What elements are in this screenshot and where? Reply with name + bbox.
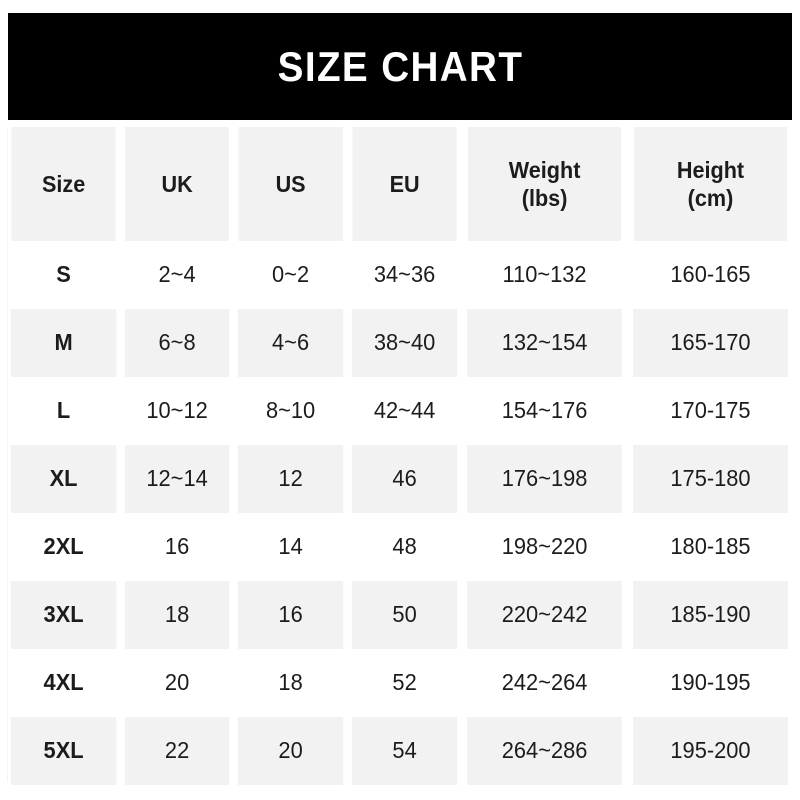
cell-height: 175-180 [633, 445, 788, 513]
cell-us: 16 [237, 581, 347, 649]
table-row: 2XL 16 14 48 198~220 180-185 [8, 513, 792, 581]
header-row: Size UK US EU Weight (lbs) [8, 127, 792, 241]
cell-us: 20 [237, 717, 347, 785]
cell-size: 4XL [10, 649, 120, 717]
cell-height: 190-195 [633, 649, 788, 717]
header-label-line-1: EU [389, 170, 420, 197]
cell-weight: 154~176 [467, 377, 625, 445]
cell-weight: 264~286 [467, 717, 625, 785]
cell-size: XL [10, 445, 120, 513]
cell-size: M [10, 309, 120, 377]
title-banner: SIZE CHART [8, 13, 792, 120]
cell-us: 18 [237, 649, 347, 717]
table-body: S 2~4 0~2 34~36 110~132 160-165 M 6~8 4~… [8, 241, 792, 785]
cell-size: S [10, 241, 120, 309]
header-label-line-2: (cm) [687, 185, 734, 211]
table-header: Size UK US EU Weight (lbs) [8, 127, 792, 241]
cell-size: 2XL [10, 513, 120, 581]
page-title: SIZE CHART [277, 42, 523, 90]
column-header-us: US [238, 127, 346, 241]
table-row: S 2~4 0~2 34~36 110~132 160-165 [8, 241, 792, 309]
table-row: 4XL 20 18 52 242~264 190-195 [8, 649, 792, 717]
cell-eu: 50 [351, 581, 461, 649]
cell-size: L [10, 377, 120, 445]
cell-uk: 12~14 [124, 445, 233, 513]
column-header-weight: Weight (lbs) [467, 127, 625, 241]
column-header-height: Height (cm) [633, 127, 788, 241]
cell-uk: 2~4 [124, 241, 233, 309]
cell-weight: 198~220 [467, 513, 625, 581]
cell-us: 12 [237, 445, 347, 513]
cell-us: 4~6 [237, 309, 347, 377]
table-row: M 6~8 4~6 38~40 132~154 165-170 [8, 309, 792, 377]
cell-uk: 6~8 [124, 309, 233, 377]
cell-uk: 20 [124, 649, 233, 717]
cell-us: 14 [237, 513, 347, 581]
cell-uk: 10~12 [124, 377, 233, 445]
cell-uk: 18 [124, 581, 233, 649]
cell-weight: 220~242 [467, 581, 625, 649]
cell-height: 195-200 [633, 717, 788, 785]
cell-height: 160-165 [633, 241, 788, 309]
cell-us: 0~2 [237, 241, 347, 309]
table-row: 5XL 22 20 54 264~286 195-200 [8, 717, 792, 785]
size-table: Size UK US EU Weight (lbs) [8, 127, 792, 785]
header-label-line-1: Size [41, 170, 86, 197]
cell-eu: 42~44 [351, 377, 461, 445]
column-header-eu: EU [352, 127, 460, 241]
cell-uk: 16 [124, 513, 233, 581]
cell-height: 185-190 [633, 581, 788, 649]
cell-height: 170-175 [633, 377, 788, 445]
cell-eu: 52 [351, 649, 461, 717]
cell-eu: 38~40 [351, 309, 461, 377]
cell-height: 165-170 [633, 309, 788, 377]
cell-height: 180-185 [633, 513, 788, 581]
cell-us: 8~10 [237, 377, 347, 445]
cell-size: 5XL [10, 717, 120, 785]
cell-uk: 22 [124, 717, 233, 785]
table-row: XL 12~14 12 46 176~198 175-180 [8, 445, 792, 513]
cell-eu: 46 [351, 445, 461, 513]
cell-eu: 48 [351, 513, 461, 581]
cell-weight: 132~154 [467, 309, 625, 377]
cell-weight: 242~264 [467, 649, 625, 717]
header-label-line-1: UK [161, 170, 193, 197]
header-label-line-2: (lbs) [521, 185, 568, 211]
header-label-line-1: US [275, 170, 306, 197]
cell-size: 3XL [10, 581, 120, 649]
table-row: 3XL 18 16 50 220~242 185-190 [8, 581, 792, 649]
cell-weight: 176~198 [467, 445, 625, 513]
cell-eu: 54 [351, 717, 461, 785]
header-label-line-1: Weight [508, 156, 581, 183]
size-table-container: Size UK US EU Weight (lbs) [7, 127, 792, 785]
column-header-uk: UK [125, 127, 232, 241]
header-label-line-1: Height [676, 156, 745, 183]
cell-eu: 34~36 [351, 241, 461, 309]
table-row: L 10~12 8~10 42~44 154~176 170-175 [8, 377, 792, 445]
column-header-size: Size [11, 127, 119, 241]
cell-weight: 110~132 [467, 241, 625, 309]
